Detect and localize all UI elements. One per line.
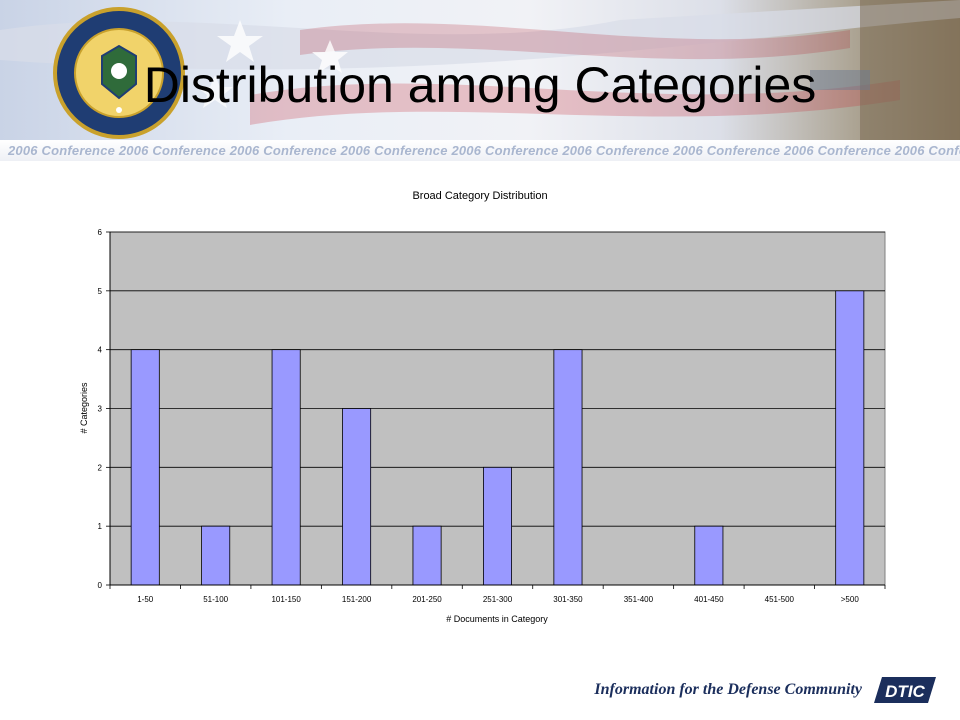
- footer-tagline: Information for the Defense Community: [594, 681, 862, 698]
- y-tick-label: 6: [98, 228, 103, 237]
- x-tick-label: 201-250: [412, 595, 442, 604]
- footer: Information for the Defense Community DT…: [594, 673, 940, 707]
- x-tick-label: 1-50: [137, 595, 154, 604]
- x-tick-label: >500: [841, 595, 860, 604]
- y-tick-label: 5: [98, 287, 103, 296]
- bar: [694, 525, 724, 586]
- x-tick-label: 451-500: [765, 595, 795, 604]
- x-tick-label: 401-450: [694, 595, 724, 604]
- y-tick-label: 4: [98, 346, 103, 355]
- bar: [412, 525, 442, 586]
- bars: [130, 290, 865, 586]
- ribbon-text: 2006 Conference 2006 Conference 2006 Con…: [8, 143, 960, 158]
- header-banner: Distribution among Categories: [0, 0, 960, 140]
- flag-background: [0, 0, 960, 140]
- x-tick-label: 351-400: [624, 595, 654, 604]
- y-axis-label: # Categories: [79, 382, 89, 434]
- bar: [553, 349, 583, 586]
- y-tick-label: 1: [98, 522, 103, 531]
- bar: [130, 349, 160, 586]
- x-axis-label: # Documents in Category: [446, 614, 548, 624]
- x-axis-ticks: 1-50 51-100 101-150 151-200 201-250 251-300 30…: [109, 584, 886, 604]
- bar: [271, 349, 301, 586]
- chart-title: Broad Category Distribution: [412, 190, 547, 202]
- y-axis-ticks: 0 1 2 3 4 5 6: [98, 228, 111, 590]
- bar: [483, 466, 512, 586]
- bar: [342, 408, 372, 586]
- y-tick-label: 2: [98, 463, 103, 472]
- slide-title: Distribution among Categories: [143, 57, 817, 113]
- dtic-seal-logo: [53, 7, 185, 139]
- y-tick-label: 3: [98, 405, 103, 414]
- x-tick-label: 301-350: [553, 595, 583, 604]
- bar: [835, 290, 865, 586]
- dtic-logo: DTIC: [874, 677, 936, 703]
- x-tick-label: 251-300: [483, 595, 513, 604]
- conference-ribbon: 2006 Conference 2006 Conference 2006 Con…: [0, 140, 960, 161]
- bar: [201, 525, 231, 586]
- dtic-logo-text: DTIC: [885, 682, 925, 701]
- y-tick-label: 0: [98, 581, 103, 590]
- x-tick-label: 101-150: [271, 595, 301, 604]
- x-tick-label: 151-200: [342, 595, 372, 604]
- x-tick-label: 51-100: [203, 595, 228, 604]
